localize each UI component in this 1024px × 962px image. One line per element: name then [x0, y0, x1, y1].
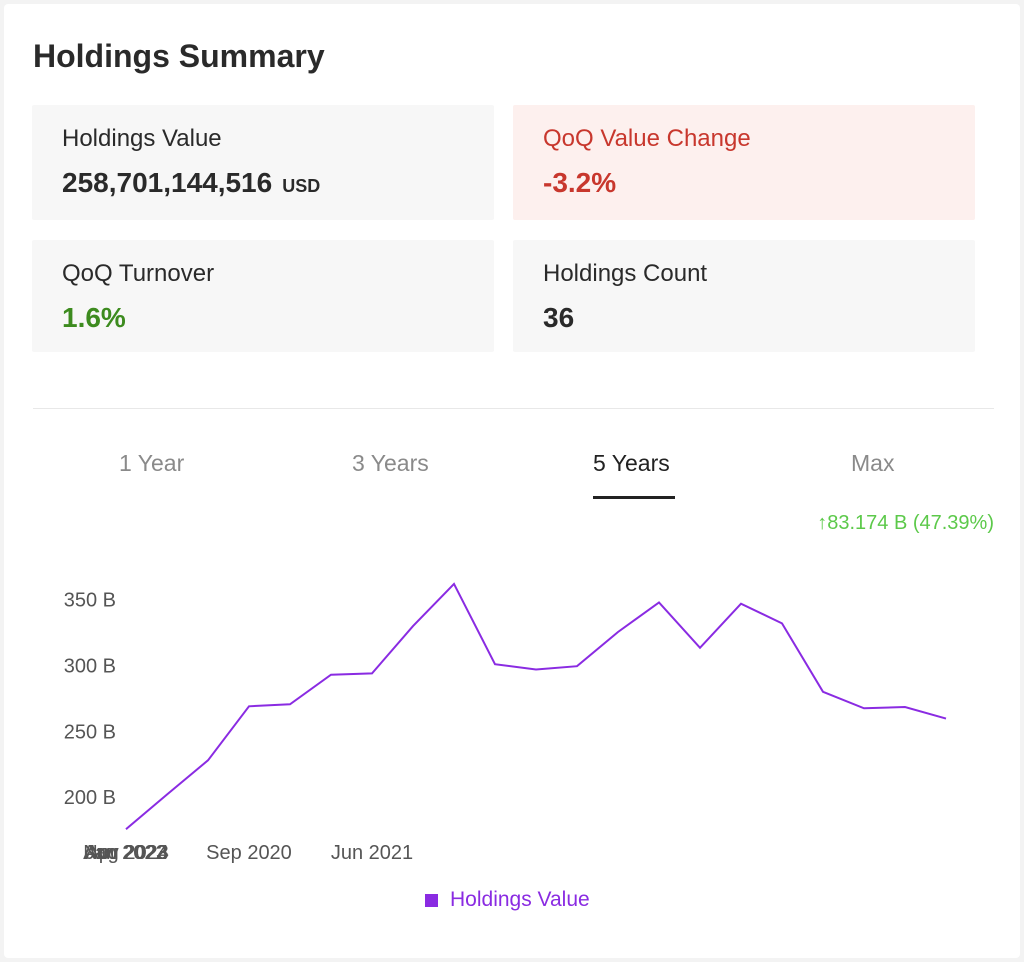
chart-legend[interactable]: Holdings Value: [425, 888, 590, 912]
holdings-value-card: Holdings Value 258,701,144,516 USD: [32, 105, 494, 220]
tab-1-year[interactable]: 1 Year: [119, 450, 185, 476]
qoq-value-change-amount: -3.2%: [543, 167, 617, 198]
holdings-count-card: Holdings Count 36: [513, 240, 975, 352]
holdings-value-unit: USD: [282, 176, 321, 196]
period-change-label: ↑83.174 B (47.39%): [817, 512, 994, 534]
qoq-value-change-card: QoQ Value Change -3.2%: [513, 105, 975, 220]
holdings-count-amount: 36: [543, 302, 575, 333]
holdings-value-label: Holdings Value: [62, 125, 222, 152]
qoq-turnover-amount: 1.6%: [62, 302, 126, 333]
holdings-value-amount: 258,701,144,516 USD: [62, 167, 320, 199]
legend-label: Holdings Value: [450, 888, 590, 911]
qoq-turnover-card: QoQ Turnover 1.6%: [32, 240, 494, 352]
tab-max[interactable]: Max: [851, 450, 895, 476]
legend-swatch: [425, 893, 438, 907]
tab-3-years[interactable]: 3 Years: [352, 450, 429, 476]
page-title: Holdings Summary: [33, 38, 325, 74]
holdings-value-number: 258,701,144,516: [62, 167, 273, 198]
active-tab-indicator: [593, 496, 675, 499]
tab-5-years[interactable]: 5 Years: [593, 450, 670, 476]
section-divider: [33, 408, 994, 409]
qoq-turnover-label: QoQ Turnover: [62, 260, 215, 287]
qoq-value-change-label: QoQ Value Change: [543, 125, 751, 152]
holdings-count-label: Holdings Count: [543, 260, 708, 287]
